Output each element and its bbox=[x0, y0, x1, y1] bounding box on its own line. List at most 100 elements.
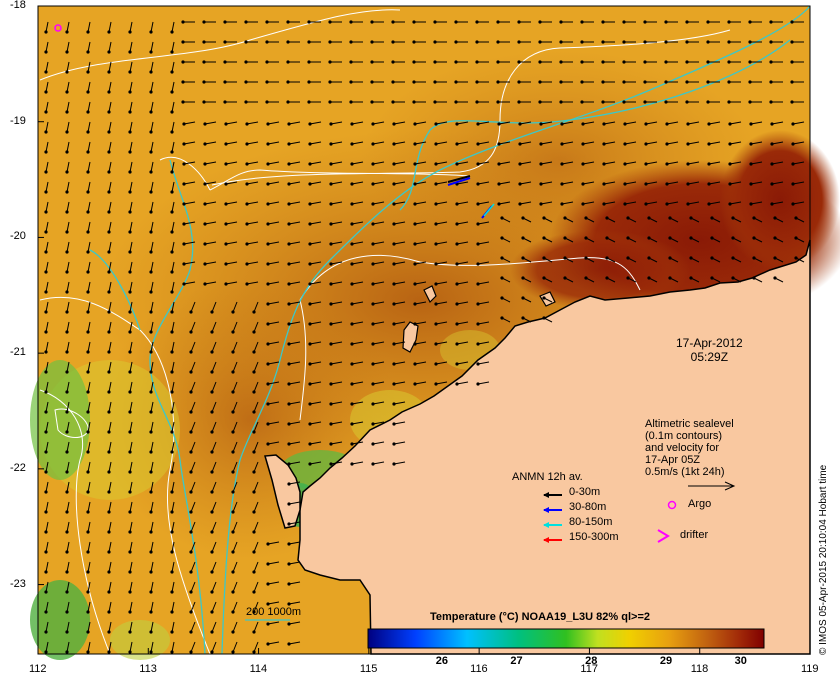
velocity-arrow bbox=[666, 141, 679, 145]
velocity-arrow-head bbox=[500, 296, 504, 300]
velocity-arrow bbox=[792, 181, 805, 185]
velocity-arrow bbox=[477, 241, 490, 245]
velocity-arrow bbox=[183, 201, 196, 205]
velocity-arrow bbox=[211, 641, 217, 653]
velocity-arrow bbox=[603, 141, 616, 145]
velocity-arrow bbox=[351, 121, 364, 125]
velocity-arrow-head bbox=[308, 342, 312, 346]
velocity-arrow bbox=[267, 561, 280, 565]
velocity-arrow-head bbox=[65, 130, 69, 134]
velocity-arrow-head bbox=[668, 276, 672, 280]
velocity-arrow-head bbox=[731, 256, 735, 260]
velocity-arrow-head bbox=[644, 122, 648, 126]
velocity-arrow-head bbox=[350, 122, 354, 126]
velocity-arrow bbox=[211, 381, 217, 393]
colorbar-title: Temperature (°C) NOAA19_L3U 82% ql>=2 bbox=[430, 611, 650, 623]
velocity-arrow bbox=[87, 581, 91, 593]
velocity-arrow bbox=[729, 201, 742, 205]
velocity-arrow-head bbox=[231, 650, 235, 654]
velocity-arrow-head bbox=[266, 242, 270, 246]
velocity-arrow bbox=[45, 601, 49, 613]
velocity-arrow-head bbox=[65, 590, 69, 594]
velocity-arrow bbox=[190, 601, 196, 613]
velocity-arrow-head bbox=[392, 342, 396, 346]
velocity-arrow-head bbox=[308, 182, 312, 186]
velocity-arrow bbox=[225, 121, 238, 125]
velocity-arrow-head bbox=[454, 40, 458, 44]
velocity-arrow bbox=[150, 421, 154, 433]
velocity-arrow-head bbox=[622, 40, 626, 44]
velocity-arrow-head bbox=[308, 142, 312, 146]
velocity-arrow bbox=[253, 401, 259, 413]
velocity-arrow bbox=[519, 161, 532, 165]
velocity-arrow bbox=[267, 121, 280, 125]
velocity-arrow-head bbox=[644, 162, 648, 166]
velocity-arrow-head bbox=[584, 256, 588, 260]
velocity-arrow bbox=[225, 201, 238, 205]
velocity-arrow-head bbox=[371, 142, 375, 146]
velocity-arrow-head bbox=[210, 450, 214, 454]
velocity-arrow bbox=[129, 461, 133, 473]
velocity-arrow-head bbox=[773, 236, 777, 240]
velocity-arrow-head bbox=[371, 442, 375, 446]
velocity-arrow bbox=[150, 601, 154, 613]
velocity-arrow bbox=[232, 321, 238, 333]
velocity-arrow-head bbox=[497, 162, 501, 166]
velocity-arrow-head bbox=[392, 302, 396, 306]
velocity-arrow bbox=[211, 621, 217, 633]
velocity-arrow-head bbox=[44, 330, 48, 334]
velocity-arrow-head bbox=[392, 362, 396, 366]
velocity-arrow-head bbox=[149, 430, 153, 434]
velocity-arrow-head bbox=[181, 100, 185, 104]
velocity-arrow bbox=[792, 201, 805, 205]
anmn-item-label: 0-30m bbox=[569, 486, 601, 498]
velocity-arrow bbox=[498, 201, 511, 205]
velocity-arrow bbox=[232, 581, 238, 593]
velocity-arrow-head bbox=[149, 170, 153, 174]
velocity-arrow-head bbox=[433, 80, 437, 84]
velocity-arrow-head bbox=[329, 282, 333, 286]
velocity-arrow bbox=[225, 161, 238, 165]
velocity-arrow-head bbox=[434, 242, 438, 246]
velocity-arrow bbox=[687, 181, 700, 185]
velocity-arrow bbox=[288, 221, 301, 225]
velocity-arrow-head bbox=[308, 122, 312, 126]
velocity-arrow bbox=[204, 281, 217, 285]
velocity-arrow-head bbox=[231, 370, 235, 374]
velocity-arrow bbox=[435, 241, 448, 245]
velocity-arrow-head bbox=[210, 590, 214, 594]
velocity-arrow bbox=[330, 181, 343, 185]
velocity-arrow-head bbox=[65, 190, 69, 194]
velocity-arrow bbox=[87, 41, 91, 53]
velocity-arrow bbox=[351, 301, 364, 305]
velocity-arrow bbox=[171, 541, 175, 553]
velocity-arrow bbox=[87, 61, 91, 73]
velocity-arrow bbox=[183, 161, 196, 165]
velocity-arrow-head bbox=[44, 410, 48, 414]
velocity-arrow bbox=[183, 261, 196, 265]
velocity-arrow-head bbox=[644, 202, 648, 206]
velocity-arrow-head bbox=[728, 182, 732, 186]
velocity-arrow bbox=[129, 81, 133, 93]
velocity-arrow-head bbox=[128, 310, 132, 314]
velocity-arrow-head bbox=[44, 70, 48, 74]
velocity-arrow-head bbox=[371, 122, 375, 126]
velocity-arrow bbox=[645, 201, 658, 205]
velocity-arrow bbox=[232, 621, 238, 633]
velocity-arrow-head bbox=[748, 80, 752, 84]
velocity-arrow bbox=[87, 101, 91, 113]
depth-arrow-icon bbox=[543, 522, 562, 528]
velocity-arrow bbox=[171, 341, 175, 353]
velocity-arrow bbox=[108, 61, 112, 73]
velocity-arrow-head bbox=[476, 302, 480, 306]
velocity-arrow bbox=[66, 501, 70, 513]
velocity-arrow-head bbox=[392, 242, 396, 246]
velocity-arrow-head bbox=[286, 40, 290, 44]
velocity-arrow-head bbox=[476, 242, 480, 246]
velocity-arrow bbox=[288, 481, 301, 485]
velocity-arrow-head bbox=[149, 370, 153, 374]
velocity-arrow bbox=[45, 501, 49, 513]
velocity-arrow-head bbox=[252, 510, 256, 514]
velocity-arrow-head bbox=[496, 80, 500, 84]
velocity-arrow bbox=[225, 281, 238, 285]
